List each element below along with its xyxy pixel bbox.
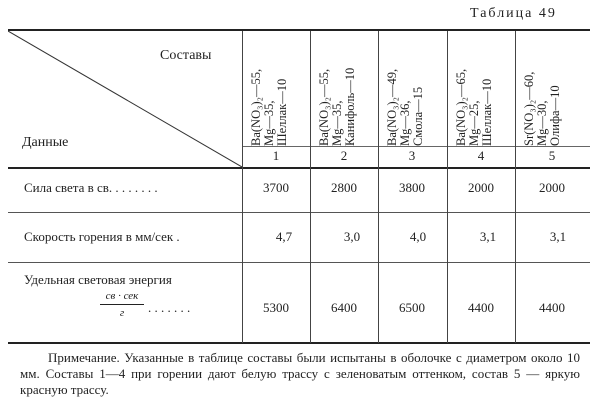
table-cell: 4,0 (409, 229, 427, 244)
header-diagonal (8, 31, 242, 167)
column-divider (378, 31, 379, 343)
table-bottom-border (8, 342, 590, 344)
table-cell: 2000 (468, 180, 494, 195)
composition-1: Ba(NO₃)₂—55, Mg—35, Шеллак—10 (249, 68, 289, 146)
table-cell: 3,1 (549, 229, 567, 244)
table-cell: 4400 (539, 300, 565, 315)
column-divider (515, 31, 516, 343)
composition-3: Ba(NO₃)₂—49, Mg—36, Смола—15 (385, 68, 425, 146)
table-cell: 3,1 (479, 229, 497, 244)
table-cell: 5300 (263, 300, 289, 315)
composition-2: Ba(NO₃)₂—55, Mg—35, Канифоль—10 (317, 67, 357, 146)
row-label-burning-rate: Скорость горения в мм/сек . (24, 229, 180, 244)
column-number: 3 (408, 148, 416, 163)
data-header: Данные (22, 135, 69, 150)
column-divider (447, 31, 448, 343)
table-cell: 2800 (331, 180, 357, 195)
fraction-bar (100, 304, 144, 305)
column-divider (242, 31, 243, 343)
leader-dots: . . . . . . . (148, 300, 191, 315)
composition-4: Ba(NO₃)₂—65, Mg—25, Шеллак—10 (454, 68, 494, 146)
row-divider (8, 262, 590, 263)
table-cell: 3,0 (343, 229, 361, 244)
unit-denominator: г (119, 307, 125, 319)
table-cell: 4,7 (275, 229, 293, 244)
composition-5: Sr(NO₃)₂—60, Mg—30, Олифа—10 (522, 71, 562, 146)
unit-numerator: св · сек (105, 290, 139, 302)
column-number: 4 (477, 148, 485, 163)
header-bottom-border (8, 167, 590, 169)
table-note: Примечание. Указанные в таблице составы … (20, 350, 580, 397)
table-cell: 3700 (263, 180, 289, 195)
number-row-divider (242, 146, 590, 147)
unit-fraction: св · сек г (100, 290, 144, 319)
table-cell: 6400 (331, 300, 357, 315)
column-divider (310, 31, 311, 343)
table-cell: 4400 (468, 300, 494, 315)
column-number: 2 (340, 148, 348, 163)
compositions-header: Составы (160, 48, 212, 63)
table-title: Таблица 49 (470, 6, 557, 21)
column-number: 1 (272, 148, 280, 163)
column-number: 5 (548, 148, 556, 163)
row-label-luminous-intensity: Сила света в св. . . . . . . . (24, 180, 158, 195)
table-cell: 6500 (399, 300, 425, 315)
row-divider (8, 212, 590, 213)
row-label-specific-light-energy: Удельная световая энергия (24, 272, 172, 287)
table-top-border (8, 29, 590, 31)
table-cell: 2000 (539, 180, 565, 195)
table-cell: 3800 (399, 180, 425, 195)
